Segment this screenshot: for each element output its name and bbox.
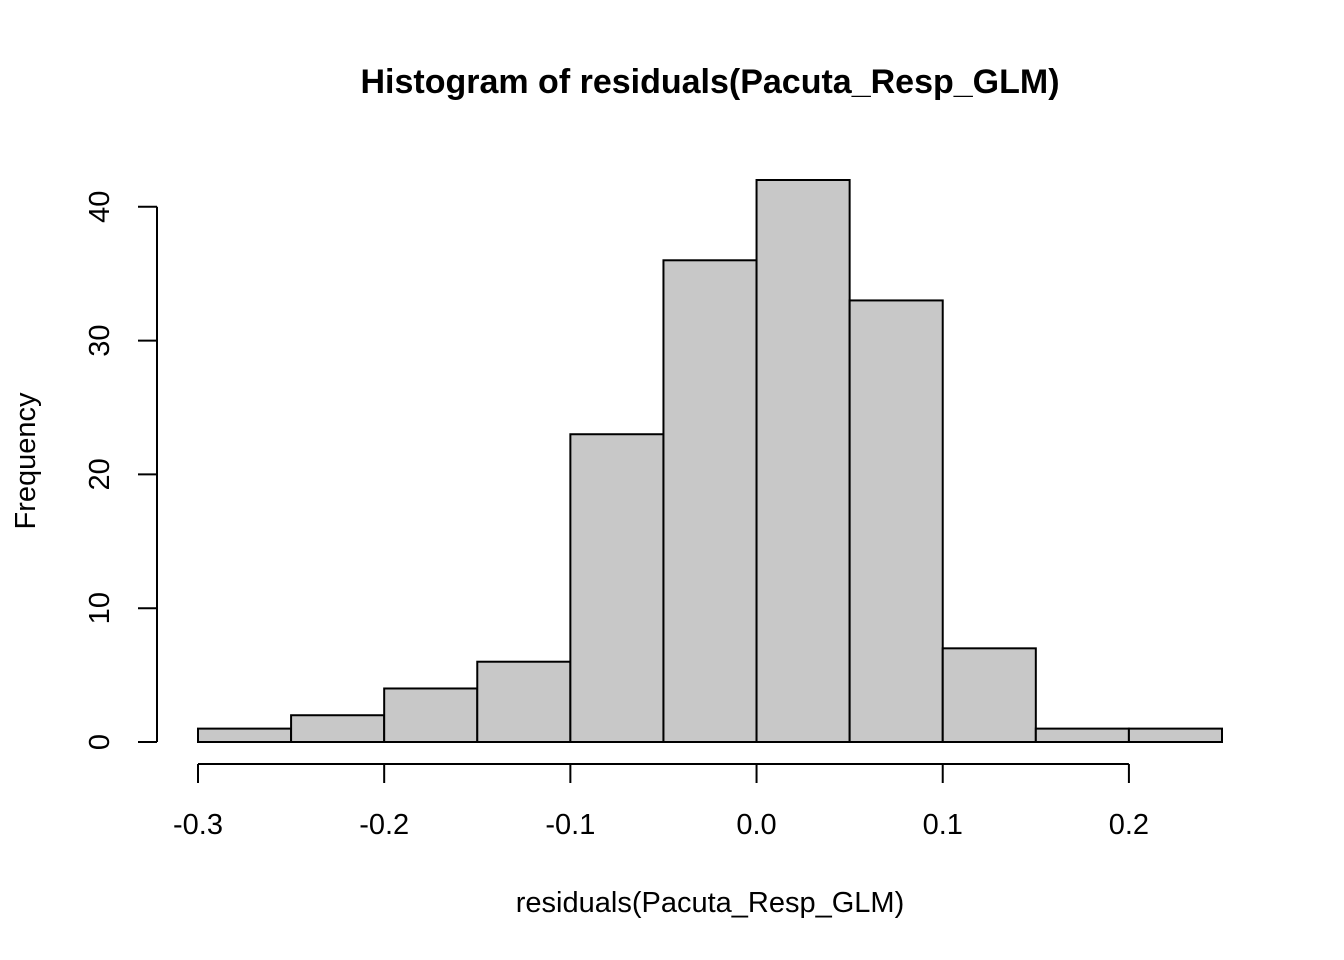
x-tick-label: 0.2 [1109,809,1149,841]
histogram-bar [569,433,665,743]
histogram-bar [941,647,1037,743]
y-axis: 0 10 20 30 40 [84,191,158,750]
histogram-bar [755,179,851,743]
histogram-bar [662,259,758,743]
x-axis: -0.3 -0.2 -0.1 0.0 0.1 0.2 [173,763,1149,841]
x-axis-label: residuals(Pacuta_Resp_GLM) [516,887,904,919]
histogram-bar [1127,727,1223,743]
x-tick-label: -0.3 [173,809,223,841]
bars-group [197,179,1223,744]
histogram-bar [383,687,479,744]
histogram-bar [476,660,572,744]
y-tick-label: 20 [84,458,116,490]
y-tick-label: 40 [84,191,116,223]
chart-title: Histogram of residuals(Pacuta_Resp_GLM) [360,63,1059,101]
histogram-bar [197,727,293,743]
x-tick-label: -0.1 [545,809,595,841]
x-tick-label: 0.1 [923,809,963,841]
x-tick-label: 0.0 [736,809,776,841]
y-tick-label: 10 [84,592,116,624]
y-tick-label: 0 [84,734,116,750]
y-tick-label: 30 [84,324,116,356]
histogram-bar [1034,727,1130,743]
histogram-bar [848,299,944,743]
x-tick-label: -0.2 [359,809,409,841]
y-axis-label: Frequency [10,392,42,530]
histogram-bar [290,714,386,744]
